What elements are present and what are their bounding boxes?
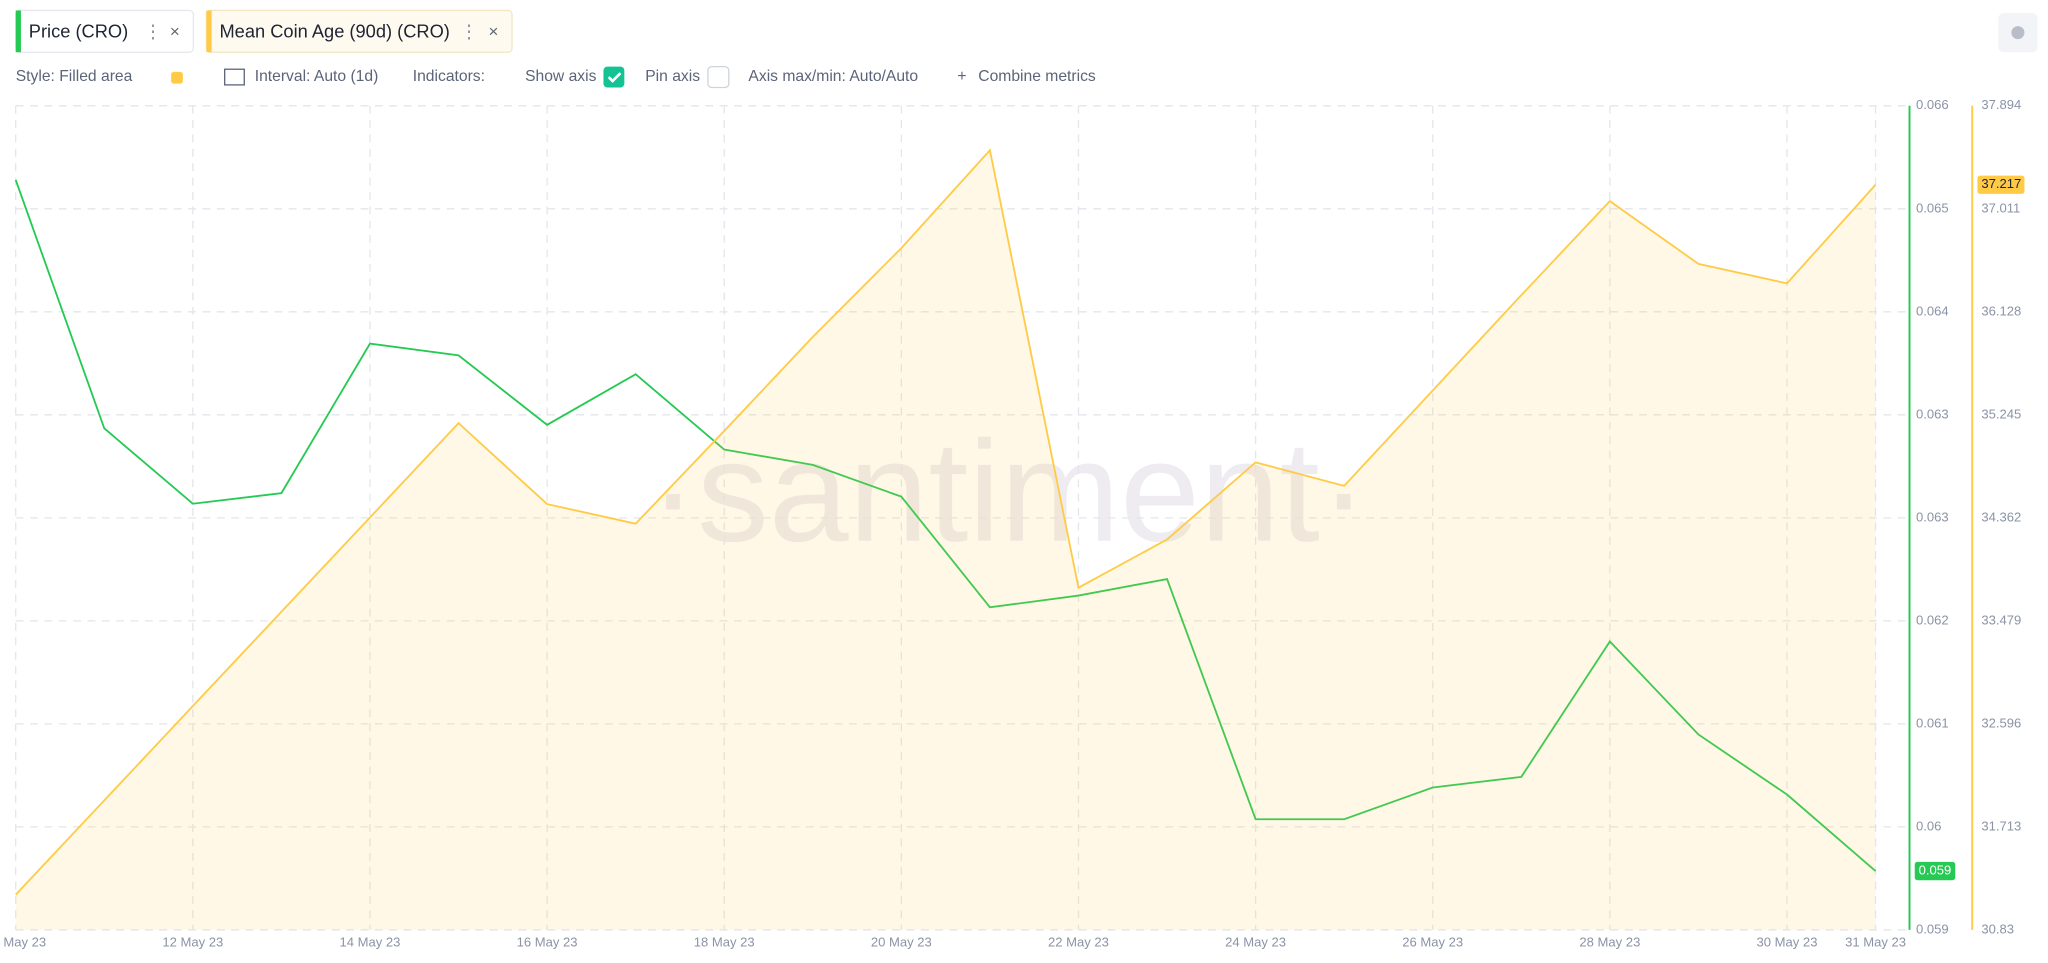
x-tick-label: 26 May 23 — [1402, 934, 1463, 949]
axis-minmax-select[interactable]: Axis max/min: Auto/Auto — [748, 68, 918, 85]
tab-close[interactable]: × — [170, 22, 180, 41]
y2-tick-label: 32.596 — [1981, 715, 2021, 730]
interval-icon — [224, 68, 245, 86]
y2-tick-label: 33.479 — [1981, 612, 2021, 627]
current-value-box — [1914, 861, 1956, 881]
area — [15, 150, 1876, 930]
color-picker[interactable] — [171, 71, 183, 84]
x-tick-label: 28 May 23 — [1579, 934, 1640, 949]
tab[interactable]: Mean Coin Age (90d) (CRO) ⋮ × — [205, 9, 513, 53]
pin-axis-label: Pin axis — [645, 68, 700, 85]
y-tick-label: 0.062 — [1916, 612, 1949, 627]
x-tick-label: 22 May 23 — [1048, 934, 1109, 949]
tab-close[interactable]: × — [489, 22, 499, 41]
x-tick-label: 10 May 23 — [0, 934, 46, 949]
current-value-label: 37.217 — [1981, 176, 2021, 191]
x-tick-label: 12 May 23 — [162, 934, 223, 949]
current-value-label: 0.059 — [1919, 863, 1952, 878]
y-tick-label: 0.061 — [1916, 715, 1949, 730]
line — [14, 179, 1877, 872]
watermark: ·santiment· — [649, 412, 1368, 572]
tab-menu[interactable]: ⋮ — [460, 20, 478, 41]
y-tick-label: 0.059 — [1916, 921, 1949, 936]
y-tick-label: 0.065 — [1916, 200, 1949, 215]
y2-tick-label: 31.713 — [1981, 818, 2021, 833]
y2-tick-label: 35.245 — [1981, 406, 2021, 421]
tab[interactable]: Price (CRO) ⋮ × — [15, 9, 194, 53]
pin-axis-checkbox[interactable] — [707, 65, 730, 89]
y-tick-label: 0.06 — [1916, 818, 1941, 833]
x-tick-label: 31 May 23 — [1845, 934, 1906, 949]
tab-marker — [15, 10, 21, 53]
toolbar: Style: Filled area Interval: Auto (1d) I… — [16, 65, 1096, 89]
line — [15, 148, 1877, 896]
indicators-select[interactable]: Indicators: — [413, 68, 485, 85]
combine-metrics[interactable]: Combine metrics — [978, 68, 1096, 85]
y2-tick-label: 37.894 — [1981, 97, 2021, 112]
tab-label: Mean Coin Age (90d) (CRO) — [219, 20, 449, 41]
show-axis-checkbox[interactable] — [603, 66, 625, 88]
x-tick-label: 24 May 23 — [1225, 934, 1286, 949]
x-tick-label: 16 May 23 — [517, 934, 578, 949]
plus-icon: + — [957, 68, 966, 85]
y-tick-label: 0.066 — [1916, 97, 1949, 112]
show-axis-label: Show axis — [525, 68, 597, 85]
settings-dot — [2011, 26, 2025, 40]
y-tick-label: 0.063 — [1916, 406, 1949, 421]
y2-tick-label: 36.128 — [1981, 303, 2021, 318]
x-tick-label: 20 May 23 — [871, 934, 932, 949]
tab-label: Price (CRO) — [29, 20, 128, 41]
y2-tick-label: 34.362 — [1981, 509, 2021, 524]
y-tick-label: 0.064 — [1916, 303, 1949, 318]
plot: ·santiment· 0.059 0.06 0.061 0.062 0.063 0.063… — [0, 97, 2025, 949]
y2-tick-label: 30.83 — [1981, 921, 2014, 936]
x-tick-label: 30 May 23 — [1757, 934, 1818, 949]
interval-select[interactable]: Interval: Auto (1d) — [255, 68, 379, 85]
x-tick-label: 14 May 23 — [340, 934, 401, 949]
tab-marker — [206, 10, 212, 53]
style-select[interactable]: Style: Filled area — [16, 68, 133, 85]
x-tick-label: 18 May 23 — [694, 934, 755, 949]
y2-tick-label: 37.011 — [1981, 200, 2020, 215]
current-value-box — [1977, 175, 2025, 194]
tab-menu[interactable]: ⋮ — [144, 20, 162, 41]
y-tick-label: 0.063 — [1916, 509, 1949, 524]
check-icon — [607, 72, 622, 83]
